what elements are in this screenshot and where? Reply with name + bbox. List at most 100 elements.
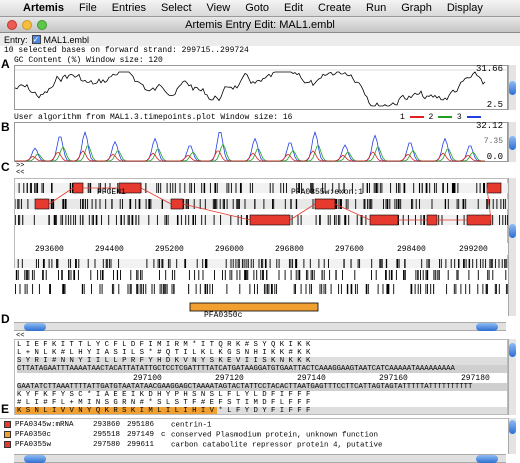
feature-note: conserved Plasmodium protein, unknown fu… <box>171 431 379 440</box>
overview-nav[interactable]: >> << <box>16 163 24 177</box>
entry-checkbox[interactable]: ✓ <box>31 35 41 44</box>
selection-info: 10 selected bases on forward strand: 299… <box>4 46 249 55</box>
feature-highlight-pfa0350c[interactable] <box>15 407 217 414</box>
feature-list-row[interactable]: PFA0345w:mRNA 293860 295186 centrin-1 <box>0 421 520 429</box>
feature-exon[interactable] <box>486 182 502 194</box>
overview-hscroll-knob-end[interactable] <box>476 323 498 331</box>
gc-plot[interactable]: 31.66 2.5 <box>14 64 509 110</box>
feature-list-hscroll-knob[interactable] <box>24 455 46 463</box>
feature-exon[interactable] <box>170 198 184 210</box>
overview-scroll-knob[interactable] <box>509 224 516 238</box>
seq-ruler-tick: 297100 <box>133 374 162 383</box>
frame-track <box>15 199 509 209</box>
overview-nav-forward[interactable]: >> <box>16 162 25 170</box>
close-window-button[interactable] <box>7 20 17 30</box>
feature-list-row[interactable]: PFA0350c 295518 297149 c conserved Plasmodiu… <box>0 431 520 439</box>
detail-stop-codon-ticks <box>15 284 509 294</box>
panel-label-b: B <box>1 120 10 134</box>
stop-codon-ticks <box>17 259 509 269</box>
overview-hscroll-knob[interactable] <box>24 323 46 331</box>
feature-exon[interactable] <box>369 214 399 226</box>
entry-label: Entry: <box>4 34 28 45</box>
menu-display[interactable]: Display <box>446 2 483 14</box>
feature-list-hscroll-knob-end[interactable] <box>476 455 498 463</box>
user-plot[interactable]: 32.12 7.35 0.0 <box>14 121 508 162</box>
detail-svg <box>15 270 509 312</box>
menu-artemis[interactable]: Artemis <box>23 2 64 14</box>
sequence-ruler: 297100 297120 297140 297160 297180 <box>15 373 507 383</box>
menu-select[interactable]: Select <box>160 2 192 14</box>
sequence-scrollbar[interactable] <box>508 339 516 415</box>
menu-run[interactable]: Run <box>366 2 387 14</box>
frame-1: L I E F K I T T L Y C F L D F I M I R M … <box>17 341 311 349</box>
user-plot-title: User algorithm from MAL1.3.timepoints.pl… <box>14 113 293 122</box>
feature-end: 297149 <box>127 431 155 440</box>
feature-list-hscroll[interactable] <box>14 454 506 463</box>
feature-exon[interactable] <box>249 214 291 226</box>
feature-start: 297580 <box>93 441 121 450</box>
legend-swatch-1 <box>409 115 424 118</box>
seq-ruler-tick: 297180 <box>461 374 490 383</box>
menu-goto[interactable]: Goto <box>245 2 270 14</box>
menu-edit[interactable]: Edit <box>284 2 304 14</box>
seq-ruler-tick: 297120 <box>215 374 244 383</box>
panel-label-e: E <box>1 402 10 416</box>
user-plot-scroll-knob[interactable] <box>509 136 516 150</box>
overview-nav-back[interactable]: << <box>16 169 25 177</box>
ruler-tick: 295200 <box>155 245 184 254</box>
legend-label-3: 3 <box>456 113 462 122</box>
sequence-panel[interactable]: L I E F K I T T L Y C F L D F I M I R M … <box>14 339 508 415</box>
user-plot-scrollbar[interactable] <box>508 122 516 162</box>
stop-codon-ticks <box>14 215 508 225</box>
gc-plot-scroll-knob[interactable] <box>509 81 516 95</box>
feature-label-pfcen1: PFCEN1 <box>97 188 126 197</box>
gc-plot-scrollbar[interactable] <box>508 65 516 110</box>
feature-list: PFA0345w:mRNA 293860 295186 centrin-1 PFA03… <box>0 418 508 454</box>
window-title-bar: Artemis Entry Edit: MAL1.embl <box>0 17 520 33</box>
gc-min-label: 2.5 <box>486 100 503 110</box>
user-plot-svg <box>15 130 485 162</box>
feature-strand: c <box>161 431 166 440</box>
menu-file[interactable]: File <box>78 2 97 14</box>
ruler-tick: 296000 <box>215 245 244 254</box>
zoom-window-button[interactable] <box>37 20 47 30</box>
feature-exon[interactable] <box>314 198 336 210</box>
reverse-frame-1: K Y F K F Y S C * I A E E I K D H Y P H … <box>17 391 311 399</box>
window-title: Artemis Entry Edit: MAL1.embl <box>185 19 335 31</box>
frame-track <box>15 259 509 269</box>
menu-create[interactable]: Create <box>318 2 352 14</box>
feature-color-swatch <box>4 441 11 448</box>
feature-list-scrollbar[interactable] <box>508 418 516 454</box>
feature-list-row[interactable]: PFA0355w 297580 299611 carbon catabolite re… <box>0 441 520 449</box>
menu-graph[interactable]: Graph <box>401 2 432 14</box>
overview-scrollbar[interactable] <box>508 178 516 316</box>
gc-content-line <box>14 71 486 107</box>
panel-label-d: D <box>1 312 10 326</box>
feature-exon[interactable] <box>72 182 84 194</box>
ruler-tick: 299200 <box>459 245 488 254</box>
frame-3: S Y R I # N N Y I I L L P R F Y H D K V … <box>17 357 507 365</box>
ruler-tick: 294400 <box>95 245 124 254</box>
feature-pfa0350c[interactable] <box>189 302 319 312</box>
frame-2: L + N L K # L H Y I A S I L S * # Q T I … <box>17 349 311 357</box>
overview-hscroll[interactable] <box>14 322 506 331</box>
feature-start: 295518 <box>93 431 121 440</box>
feature-list-scroll-knob[interactable] <box>509 420 516 434</box>
feature-color-swatch <box>4 431 11 438</box>
menu-view[interactable]: View <box>206 2 231 14</box>
seq-ruler-tick: 297160 <box>379 374 408 383</box>
feature-exon[interactable] <box>34 198 50 210</box>
series-2-line <box>15 143 485 162</box>
minimize-window-button[interactable] <box>22 20 32 30</box>
feature-name: PFA0350c <box>15 431 52 440</box>
ruler-tick: 298400 <box>397 245 426 254</box>
feature-note: centrin-1 <box>171 421 212 430</box>
feature-exon[interactable] <box>466 214 492 226</box>
feature-exon[interactable] <box>426 214 438 226</box>
sequence-scroll-knob[interactable] <box>509 343 516 357</box>
sequence-nav[interactable]: << <box>16 332 25 340</box>
reverse-frame-3-row: K S N L I V V N Y Q K R S K I M L I L I … <box>15 407 507 414</box>
detail-panel[interactable]: PFA0350c <box>14 268 509 320</box>
menu-entries[interactable]: Entries <box>111 2 146 14</box>
forward-strand: CTTATAGAATTTAAAATAACTACATTATATTGCTCCTCGA… <box>17 365 507 373</box>
